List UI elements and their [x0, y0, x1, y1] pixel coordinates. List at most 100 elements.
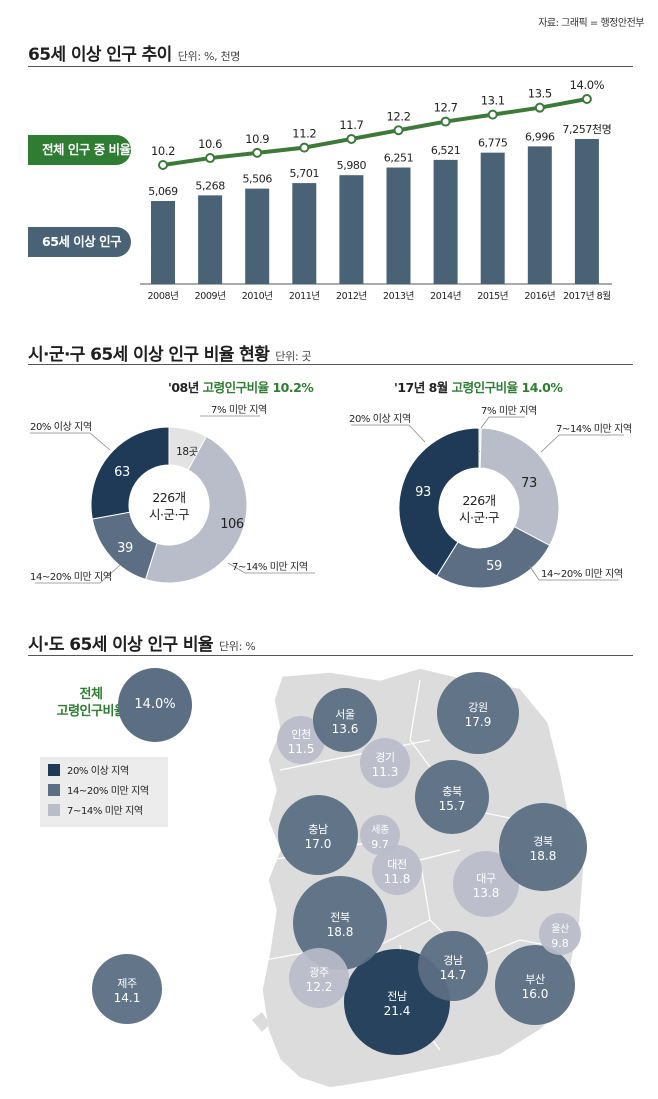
donut-center-label: 시·군·구 — [459, 510, 499, 525]
region-bubble — [415, 760, 489, 834]
region-bubble — [289, 948, 349, 1008]
section3-title: 시·도 65세 이상 인구 비율 단위: % — [28, 630, 256, 655]
national-ratio-bubble: 14.0% — [118, 668, 192, 742]
x-tick-label: 2008년 — [148, 291, 179, 302]
legend-swatch-light — [48, 804, 60, 816]
donut-slice — [436, 526, 551, 589]
population-series-tag: 65세 이상 인구 — [28, 227, 131, 257]
ratio-point — [346, 133, 357, 144]
section1-title: 65세 이상 인구 추이 단위: %, 천명 — [28, 40, 240, 65]
ratio-point — [393, 125, 404, 136]
legend-label-light: 7~14% 미만 지역 — [67, 806, 143, 817]
population-bar — [527, 146, 552, 284]
ratio-point-label: 13.1 — [481, 94, 505, 108]
donut-2017-title-ratio: 고령인구비율 14.0% — [451, 380, 563, 395]
population-bar-label: 5,506 — [242, 173, 272, 186]
national-ratio-label: 전체 고령인구비율 — [46, 686, 136, 720]
population-bar-label: 6,996 — [525, 130, 555, 143]
section3-unit: 단위: % — [218, 640, 256, 653]
section1-unit: 단위: %, 천명 — [177, 50, 241, 63]
region-name: 충남 — [308, 823, 328, 836]
region-bubble — [453, 851, 519, 917]
donut-slice-value: 63 — [114, 465, 130, 480]
region-value: 21.4 — [384, 1004, 411, 1018]
x-tick-label: 2014년 — [430, 291, 461, 302]
donut-slice-value: 106 — [220, 517, 244, 532]
callout-label: 7% 미만 지역 — [481, 405, 537, 417]
donut-2017-title-year: '17년 8월 — [394, 380, 448, 395]
ratio-point-label: 12.2 — [386, 109, 410, 123]
x-tick-label: 2011년 — [289, 291, 320, 302]
donut-2017-title: '17년 8월 고령인구비율 14.0% — [394, 377, 563, 396]
ratio-point-label: 12.7 — [434, 101, 458, 115]
region-name: 대전 — [387, 858, 406, 871]
region-name: 제주 — [117, 977, 137, 990]
callout-label: 20% 이상 지역 — [349, 413, 411, 425]
callout-line — [35, 564, 121, 584]
region-value: 16.0 — [522, 987, 549, 1001]
region-bubble — [360, 738, 410, 788]
donut-slice — [398, 427, 480, 577]
population-bar — [245, 188, 270, 284]
ratio-point-label: 11.7 — [339, 118, 363, 132]
national-ratio-label-line2: 고령인구비율 — [56, 704, 126, 719]
region-bubble — [499, 803, 587, 891]
region-name: 부산 — [525, 973, 545, 986]
section3-title-text: 시·도 65세 이상 인구 비율 — [28, 635, 214, 655]
national-ratio-label-line1: 전체 — [79, 687, 103, 702]
callout-label: 7~14% 미만 지역 — [232, 561, 308, 573]
region-value: 14.7 — [440, 968, 467, 982]
donut-slice-value: 59 — [486, 559, 502, 574]
korea-island-shape — [252, 1012, 270, 1032]
legend-item-light: 7~14% 미만 지역 — [48, 804, 143, 820]
ratio-point — [158, 160, 168, 170]
korea-bubble-map: 전남21.4전북18.8경남14.7광주12.2부산16.0울산9.8대구13.… — [92, 667, 587, 1089]
x-tick-label: 2013년 — [383, 291, 414, 302]
population-bar-label: 5,701 — [290, 167, 320, 180]
population-bar-label: 6,521 — [431, 144, 461, 157]
region-name: 서울 — [335, 708, 355, 721]
population-bar — [386, 167, 411, 284]
section1-title-text: 65세 이상 인구 추이 — [28, 45, 172, 65]
region-value: 11.8 — [384, 872, 411, 886]
region-value: 17.0 — [305, 837, 332, 851]
ratio-point — [534, 102, 545, 113]
donut-slice — [479, 427, 560, 547]
x-tick-label: 2017년 8월 — [563, 290, 611, 302]
region-name: 인천 — [291, 727, 310, 741]
population-bar-label: 6,775 — [478, 137, 508, 150]
region-bubble — [418, 931, 488, 1001]
region-name: 강원 — [468, 701, 487, 714]
region-value: 18.8 — [530, 849, 557, 863]
donut-slice-value: 73 — [521, 476, 537, 491]
region-name: 전남 — [387, 990, 407, 1003]
region-bubble — [360, 815, 400, 855]
region-value: 9.7 — [371, 838, 389, 851]
x-tick-label: 2016년 — [524, 291, 555, 302]
section2-rule — [28, 364, 633, 365]
donut-chart-2017: 1곳735993226개시·군·구7% 미만 지역7~14% 미만 지역14~2… — [349, 405, 632, 589]
region-bubble — [278, 795, 358, 875]
legend-label-mid: 14~20% 미만 지역 — [67, 786, 149, 797]
population-bar — [339, 175, 364, 284]
ratio-point — [487, 109, 498, 120]
legend-swatch-dark — [48, 764, 60, 776]
section1-rule — [28, 66, 633, 67]
population-bar — [292, 183, 317, 284]
ratio-point-label: 13.5 — [528, 87, 552, 101]
donut-slice-value: 39 — [117, 541, 133, 556]
section2-title-text: 시·군·구 65세 이상 인구 비율 현황 — [28, 345, 270, 365]
region-value: 14.1 — [114, 991, 141, 1005]
region-name: 경남 — [443, 954, 463, 967]
legend-swatch-mid — [48, 784, 60, 796]
region-name: 울산 — [551, 923, 569, 935]
donut-center-label: 226개 — [462, 493, 495, 508]
population-bar-label: 5,980 — [337, 159, 367, 172]
section2-unit: 단위: 곳 — [275, 350, 312, 363]
donut-center-label: 226개 — [152, 490, 185, 505]
callout-label: 7% 미만 지역 — [211, 404, 267, 416]
ratio-point — [205, 153, 216, 164]
region-value: 11.5 — [288, 742, 315, 756]
region-bubble — [437, 672, 519, 754]
callout-label: 14~20% 미만 지역 — [541, 568, 623, 580]
